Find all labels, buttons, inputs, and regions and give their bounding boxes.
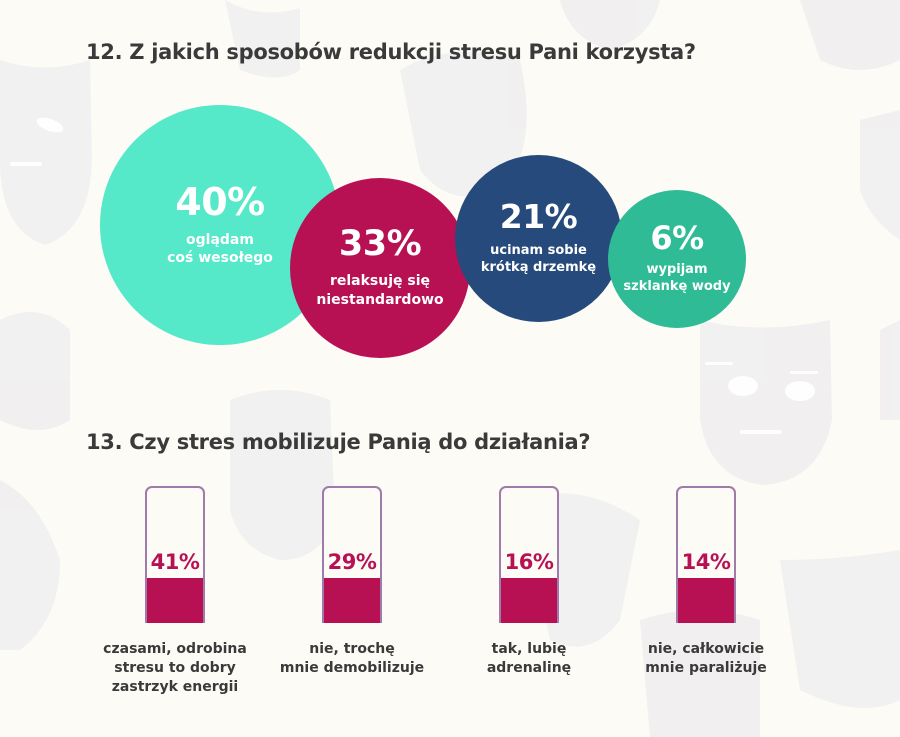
bubble-label: ucinam sobie krótką drzemkę: [480, 243, 597, 275]
bubble-percent: 21%: [499, 197, 578, 237]
bar-slightly-demobilizes: 29%: [322, 486, 382, 623]
bar-label: czasami, odrobina stresu to dobry zastrz…: [103, 641, 247, 695]
bar-label: nie, trochę mnie demobilizuje: [279, 641, 425, 676]
bubble-percent: 33%: [338, 224, 422, 265]
bar-fill: [324, 578, 380, 623]
bubble-percent: 6%: [650, 219, 704, 258]
question-12-title: 12. Z jakich sposobów redukcji stresu Pa…: [86, 40, 696, 64]
bar-fill: [147, 578, 203, 623]
bar-label: tak, lubię adrenalinę: [486, 641, 572, 676]
bar-fill: [501, 578, 557, 623]
bar-likes-adrenaline: 16%: [499, 486, 559, 623]
bubble-label: relaksuję się niestandardowo: [316, 273, 444, 308]
bar-percent: 16%: [504, 550, 554, 574]
bar-percent: 29%: [327, 550, 377, 574]
bubble-glass-of-water: 6% wypijam szklankę wody: [608, 190, 746, 328]
bar-fill: [678, 578, 734, 623]
bar-percent: 41%: [150, 550, 200, 574]
bar-sometimes-energy-boost: 41%: [145, 486, 205, 623]
bubble-label: wypijam szklankę wody: [623, 262, 731, 294]
bar-label: nie, całkowicie mnie paraliżuje: [645, 641, 767, 676]
bar-completely-paralyzes: 14%: [676, 486, 736, 623]
question-13-title: 13. Czy stres mobilizuje Panią do działa…: [86, 430, 591, 454]
bubble-short-nap: 21% ucinam sobie krótką drzemkę: [455, 155, 622, 322]
bubble-label: oglądam coś wesołego: [167, 231, 273, 266]
bar-percent: 14%: [681, 550, 731, 574]
bubble-unusual-relaxation: 33% relaksuję się niestandardowo: [290, 178, 470, 358]
bubble-percent: 40%: [175, 179, 265, 224]
